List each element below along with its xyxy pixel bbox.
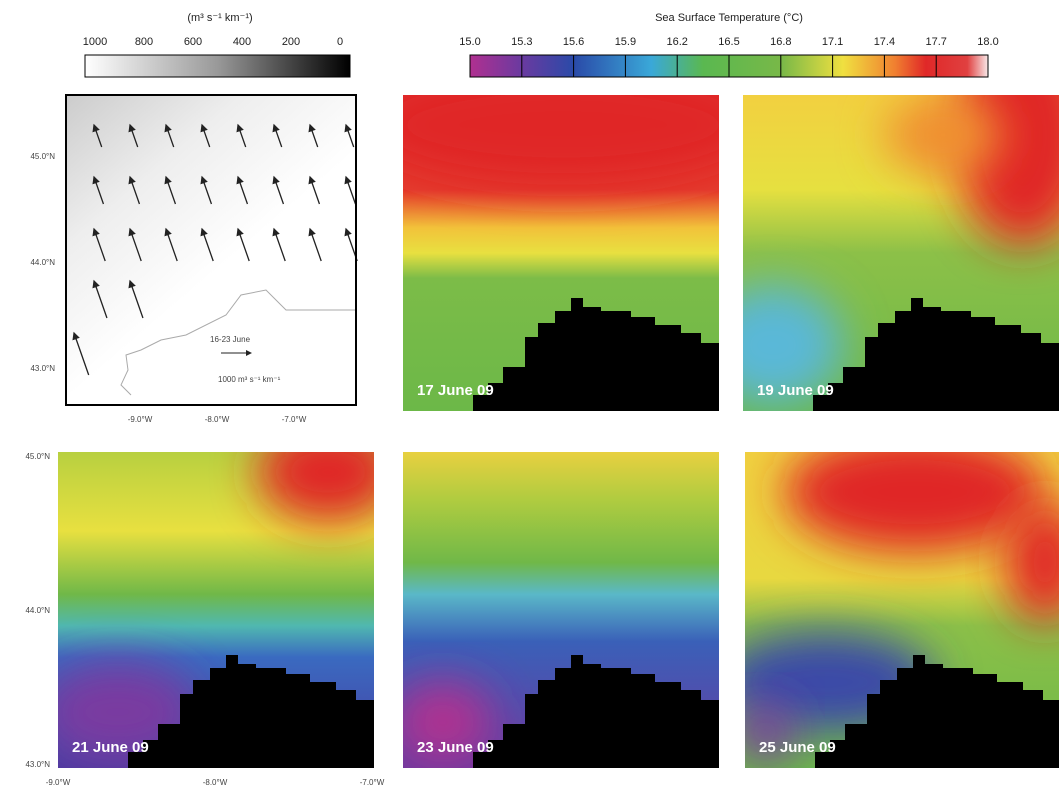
sst-blob xyxy=(363,65,763,185)
sst-tick-label: 17.4 xyxy=(874,36,895,48)
sst-tick-label: 16.8 xyxy=(770,36,791,48)
wind-tick-label: 0 xyxy=(337,36,343,48)
lat-label: 45.0°N xyxy=(25,452,50,461)
lon-label: -7.0°W xyxy=(282,415,307,424)
lon-label: -8.0°W xyxy=(205,415,230,424)
wind-tick-label: 400 xyxy=(233,36,251,48)
panel-label: 25 June 09 xyxy=(759,739,836,756)
sst-tick-label: 16.5 xyxy=(718,36,739,48)
sst-tick-label: 15.9 xyxy=(615,36,636,48)
sst-tick-label: 18.0 xyxy=(977,36,998,48)
panel-label: 17 June 09 xyxy=(417,382,494,399)
sst-blob xyxy=(883,95,1003,175)
wind-tick-label: 1000 xyxy=(83,36,107,48)
panel-label: 21 June 09 xyxy=(72,739,149,756)
lon-label: -7.0°W xyxy=(360,778,385,787)
sst-field xyxy=(393,452,719,768)
lon-label: -8.0°W xyxy=(203,778,228,787)
sst-map: 19 June 09 xyxy=(703,25,1059,411)
lat-label: 43.0°N xyxy=(30,364,55,373)
sst-map: 25 June 09 xyxy=(715,432,1059,768)
legend-scale: 1000 m³ s⁻¹ km⁻¹ xyxy=(218,375,281,384)
sst-tick-label: 15.6 xyxy=(563,36,584,48)
sst-tick-label: 15.0 xyxy=(459,36,480,48)
sst-tick-label: 15.3 xyxy=(511,36,532,48)
sst-map: 21 June 09 xyxy=(38,422,398,768)
lon-label: -9.0°W xyxy=(46,778,71,787)
panel-label: 19 June 09 xyxy=(757,382,834,399)
wind-tick-label: 200 xyxy=(282,36,300,48)
sst-tick-label: 17.7 xyxy=(925,36,946,48)
sst-field xyxy=(703,25,1059,411)
sst-field xyxy=(363,65,763,411)
sst-colorbar-title: Sea Surface Temperature (°C) xyxy=(655,12,803,24)
lon-label: -9.0°W xyxy=(128,415,153,424)
wind-tick-label: 600 xyxy=(184,36,202,48)
wind-tick-label: 800 xyxy=(135,36,153,48)
sst-map: 23 June 09 xyxy=(393,452,719,768)
legend-period: 16-23 June xyxy=(210,335,251,344)
sst-tick-label: 17.1 xyxy=(822,36,843,48)
sst-blob xyxy=(258,422,398,522)
lat-label: 44.0°N xyxy=(30,258,55,267)
sst-map: 17 June 09 xyxy=(363,65,763,411)
sst-tick-label: 16.2 xyxy=(666,36,687,48)
sst-field xyxy=(715,432,1059,768)
sst-blob xyxy=(785,432,1045,552)
lat-label: 45.0°N xyxy=(30,152,55,161)
wind-colorbar-title: (m³ s⁻¹ km⁻¹) xyxy=(187,12,252,24)
lat-label: 44.0°N xyxy=(25,606,50,615)
panel-label: 23 June 09 xyxy=(417,739,494,756)
figure: (m³ s⁻¹ km⁻¹) Sea Surface Temperature (°… xyxy=(0,0,1059,794)
lat-label: 43.0°N xyxy=(25,760,50,769)
sst-field xyxy=(38,422,398,768)
